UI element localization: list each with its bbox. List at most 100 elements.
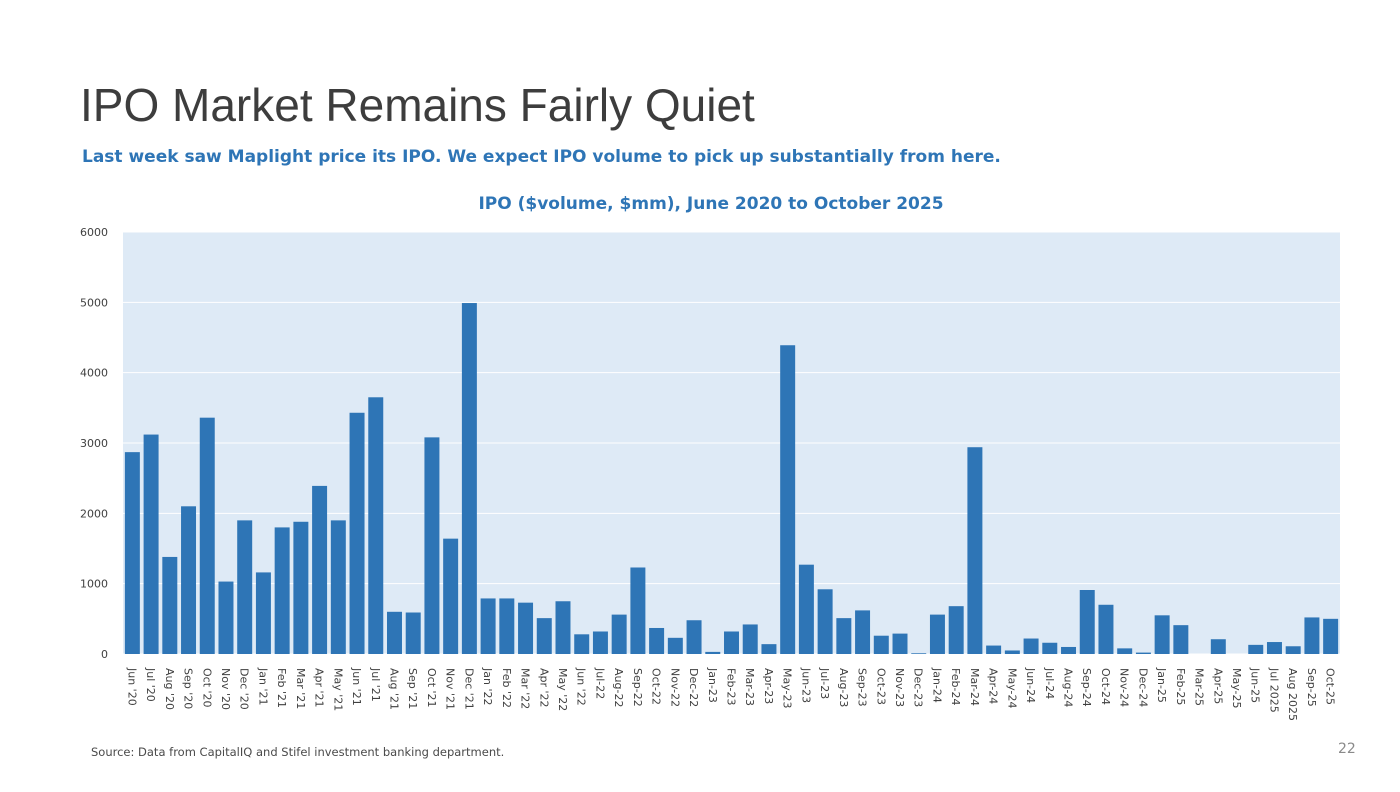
bar: [143, 434, 159, 654]
x-tick-label: Mar-23: [743, 668, 756, 706]
bar: [387, 611, 402, 654]
x-tick-label: Jan-23: [706, 667, 719, 703]
bar: [1079, 590, 1095, 654]
x-tick-label: Oct '20: [200, 668, 213, 708]
bar: [667, 637, 683, 654]
x-tick-label: Mar-25: [1193, 668, 1206, 706]
bar: [686, 620, 702, 654]
bar: [1210, 639, 1226, 654]
x-tick-label: Sep '21: [406, 668, 419, 709]
bar: [630, 567, 646, 654]
bar: [592, 631, 608, 654]
x-tick-label: Jul '20: [144, 667, 157, 702]
bar: [1004, 650, 1020, 654]
bar: [967, 447, 983, 654]
x-tick-label: Sep '20: [182, 668, 195, 709]
x-tick-label: Aug-23: [837, 668, 850, 707]
bar: [611, 614, 627, 654]
x-tick-label: Nov-22: [668, 668, 681, 707]
bar: [461, 303, 477, 654]
x-tick-label: Aug-22: [612, 668, 625, 707]
x-tick-label: Nov-24: [1118, 668, 1131, 707]
page-number: 22: [1338, 741, 1356, 757]
bar: [293, 521, 309, 654]
bar: [218, 581, 234, 654]
x-tick-label: Mar-24: [968, 668, 981, 706]
x-tick-label: Jun '20: [125, 667, 138, 706]
x-tick-label: Oct-24: [1099, 668, 1112, 705]
bar: [199, 417, 215, 654]
x-tick-label: Dec-24: [1136, 668, 1149, 707]
x-tick-label: May-24: [1005, 668, 1018, 709]
bar: [948, 606, 964, 654]
bar: [443, 538, 459, 654]
bar: [162, 556, 178, 654]
y-tick-label: 4000: [80, 367, 108, 380]
x-tick-label: Oct-22: [650, 668, 663, 705]
y-axis-ticks: 0 1000 2000 3000 4000 5000 6000: [80, 226, 108, 661]
x-tick-label: Oct '21: [425, 668, 438, 708]
bar: [1304, 617, 1320, 654]
x-tick-label: Jun-24: [1024, 667, 1037, 703]
bar: [1154, 615, 1170, 654]
bar: [1117, 648, 1133, 654]
x-tick-label: Apr-25: [1211, 668, 1224, 704]
bar: [1323, 618, 1339, 654]
bar: [480, 598, 496, 654]
bar: [1173, 625, 1189, 654]
bar: [1266, 642, 1282, 654]
bar: [705, 651, 721, 654]
x-tick-label: Feb '21: [275, 668, 288, 708]
chart-title: IPO ($volume, $mm), June 2020 to October…: [478, 194, 943, 214]
x-tick-label: Aug-24: [1062, 668, 1075, 707]
page-subtitle: Last week saw Maplight price its IPO. We…: [82, 147, 1001, 167]
bar: [349, 412, 365, 654]
x-tick-label: Dec '20: [238, 668, 251, 710]
bar: [742, 624, 758, 654]
bar: [836, 618, 852, 654]
x-tick-label: Sep-23: [856, 668, 869, 707]
bar: [1248, 644, 1264, 654]
x-tick-label: Feb-24: [949, 668, 962, 705]
x-tick-label: Nov '20: [219, 668, 232, 710]
source-note: Source: Data from CapitalIQ and Stifel i…: [91, 745, 505, 759]
x-tick-label: Jun-23: [799, 667, 812, 703]
x-tick-label: Jun-25: [1249, 667, 1262, 703]
bar: [518, 602, 534, 654]
bar: [424, 437, 440, 654]
bar: [368, 397, 384, 654]
x-tick-label: May '22: [556, 668, 569, 711]
bar: [124, 452, 140, 654]
x-tick-label: Nov-23: [893, 668, 906, 707]
x-tick-label: Jun '21: [350, 667, 363, 706]
x-tick-label: Jul-22: [593, 667, 606, 699]
x-tick-label: Aug '21: [387, 668, 400, 710]
x-tick-label: Apr-24: [987, 668, 1000, 704]
bar: [1061, 646, 1077, 654]
bar: [911, 653, 927, 654]
y-tick-label: 5000: [80, 296, 108, 309]
bar: [724, 631, 739, 654]
bar: [761, 644, 777, 654]
x-tick-label: Mar '22: [519, 668, 532, 709]
bar: [1023, 638, 1039, 654]
x-tick-label: Jan-24: [930, 667, 943, 703]
y-tick-label: 0: [101, 648, 108, 661]
bar: [555, 601, 571, 654]
bar: [892, 633, 908, 654]
bar: [649, 627, 665, 654]
x-tick-label: Mar '21: [294, 668, 307, 709]
x-tick-label: Oct-25: [1324, 668, 1337, 705]
bar: [1285, 646, 1301, 654]
bar: [330, 520, 346, 654]
x-axis-ticks: Jun '20 Jul '20 Aug '20 Sep '20 Oct '20 Nov '…: [125, 667, 1336, 721]
x-tick-label: Jan-25: [1155, 667, 1168, 703]
x-tick-label: Apr '22: [537, 668, 550, 708]
x-tick-label: Jul-24: [1043, 667, 1056, 699]
x-tick-label: Sep-25: [1305, 668, 1318, 707]
bar: [1135, 652, 1151, 654]
y-tick-label: 2000: [80, 507, 108, 520]
bar: [405, 612, 421, 654]
bar: [574, 634, 590, 654]
x-tick-label: Jul-23: [818, 667, 831, 699]
